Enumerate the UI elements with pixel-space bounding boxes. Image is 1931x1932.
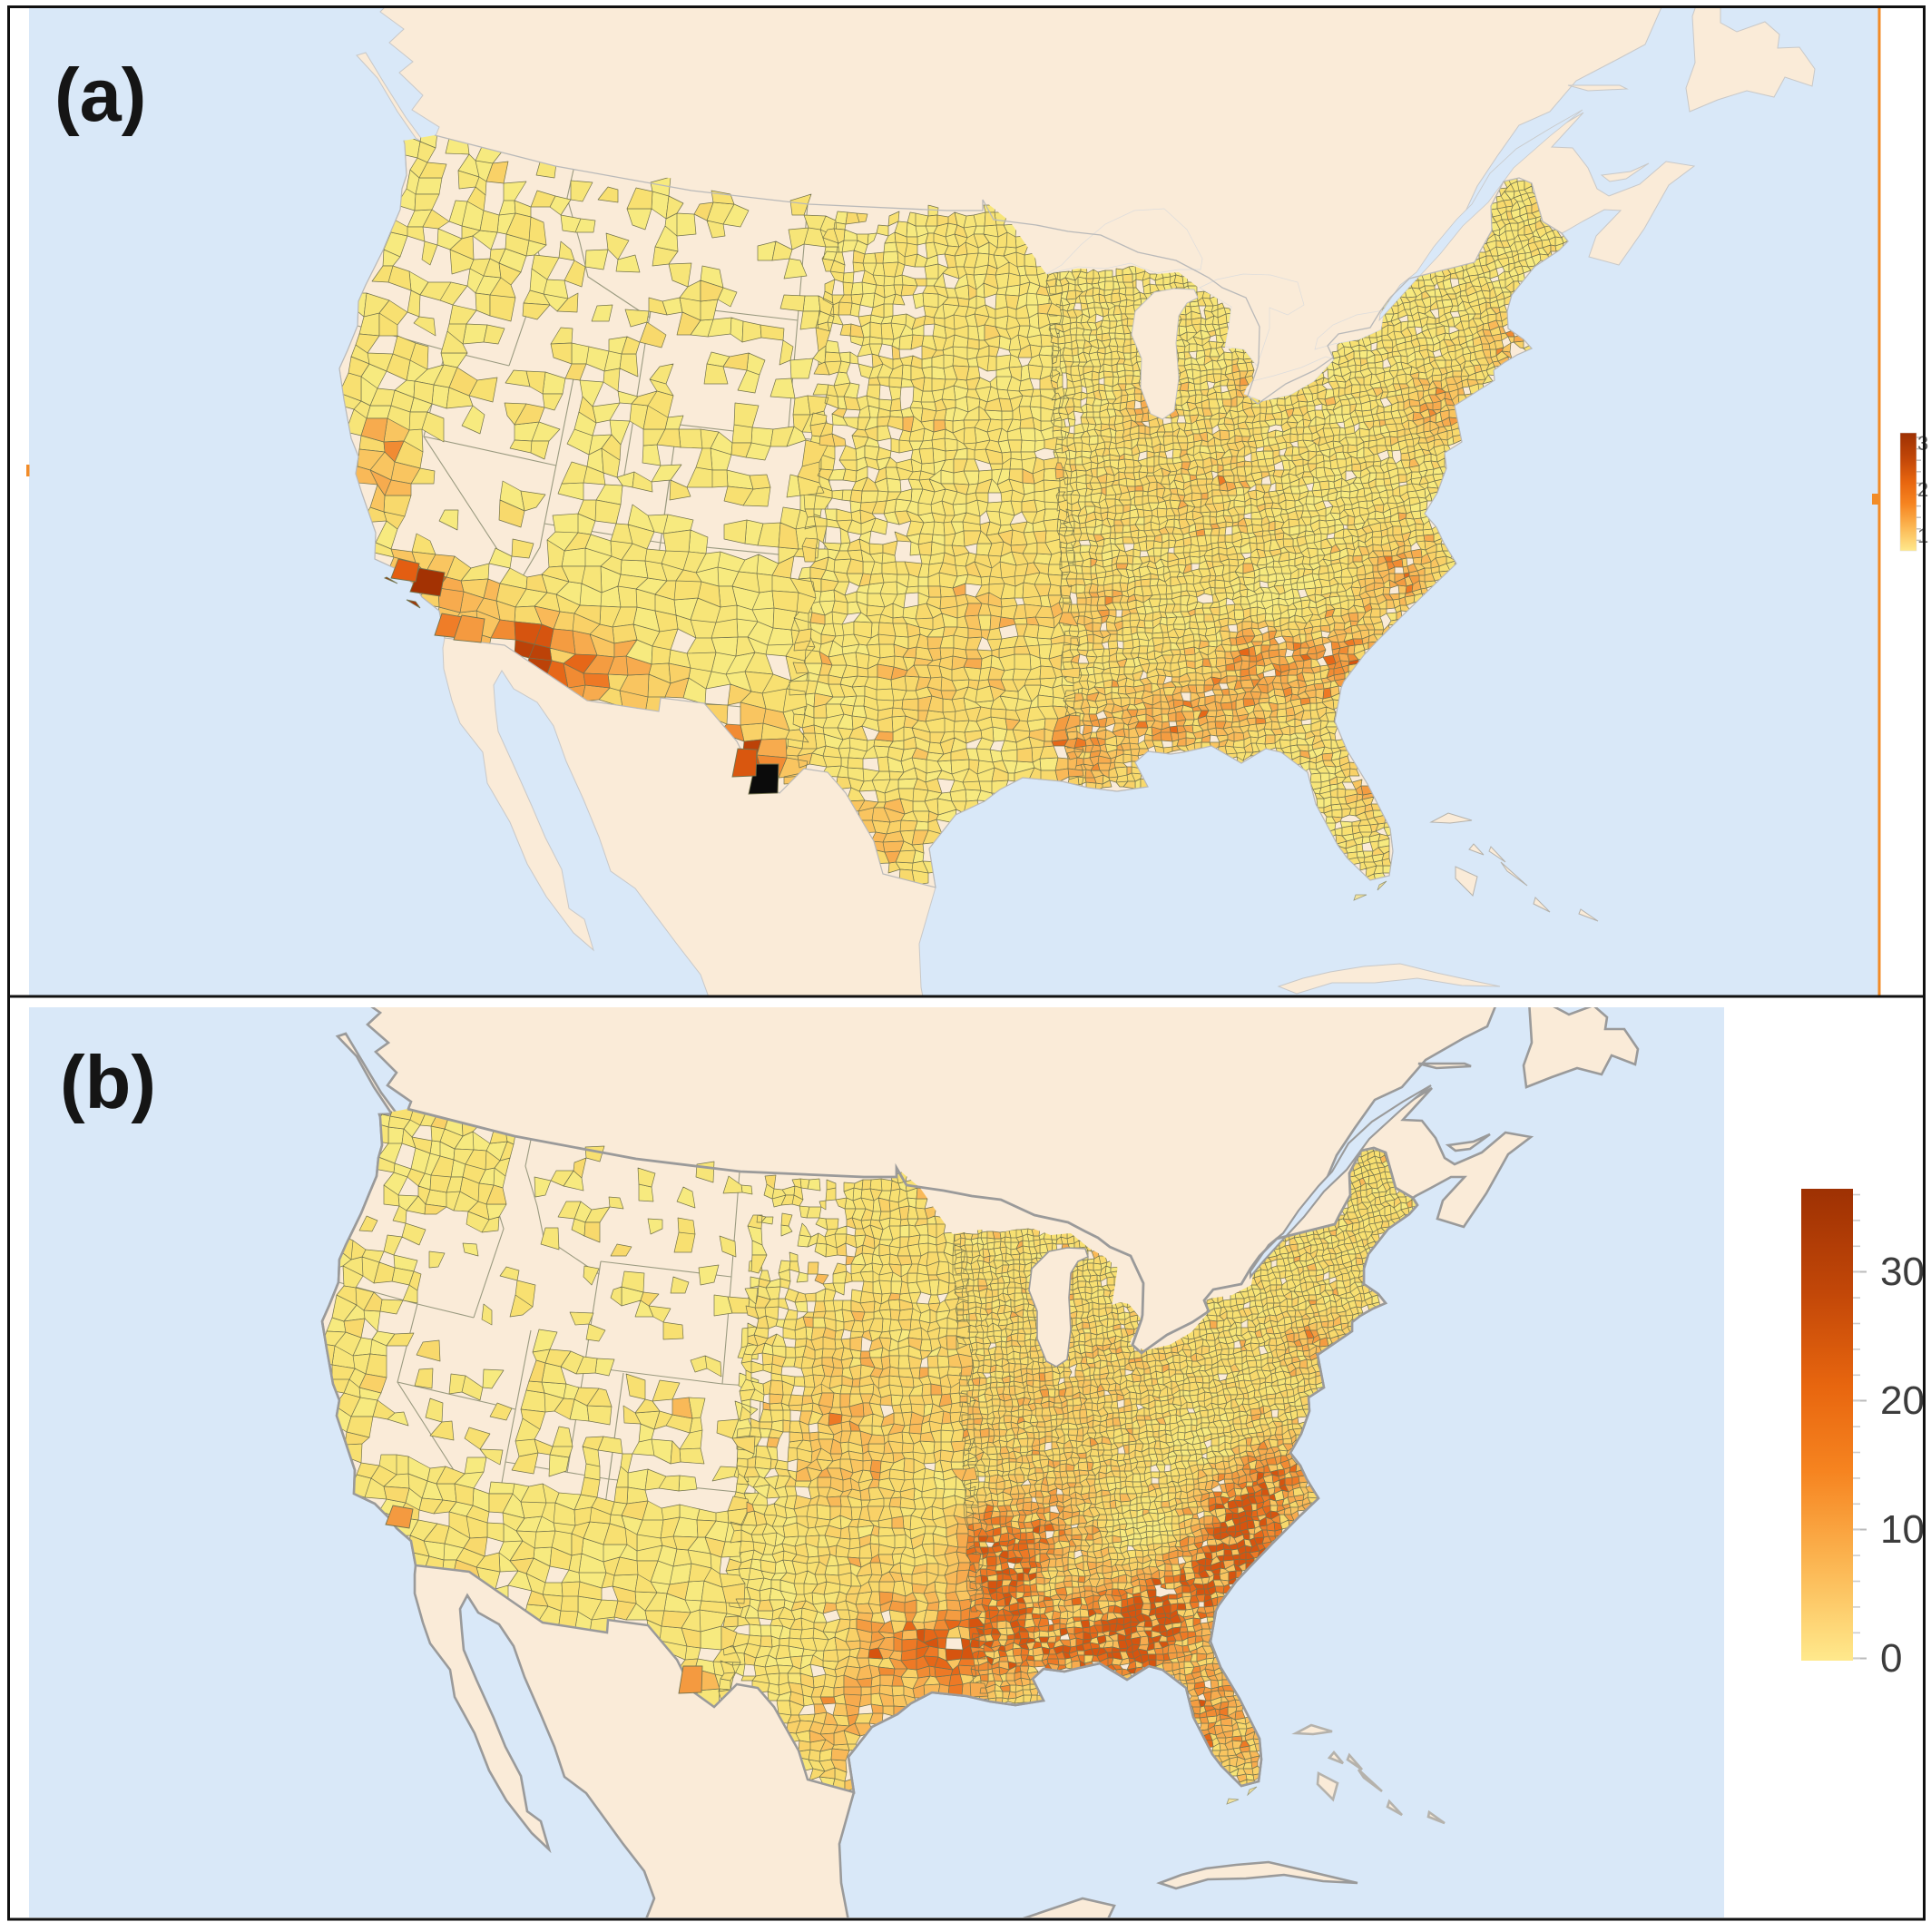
svg-text:30: 30 <box>1880 1250 1925 1294</box>
svg-text:10: 10 <box>1880 1507 1925 1552</box>
svg-text:20: 20 <box>1880 1378 1925 1423</box>
svg-text:(a): (a) <box>54 53 146 137</box>
svg-text:0: 0 <box>1880 1636 1902 1681</box>
svg-text:(b): (b) <box>60 1040 156 1124</box>
